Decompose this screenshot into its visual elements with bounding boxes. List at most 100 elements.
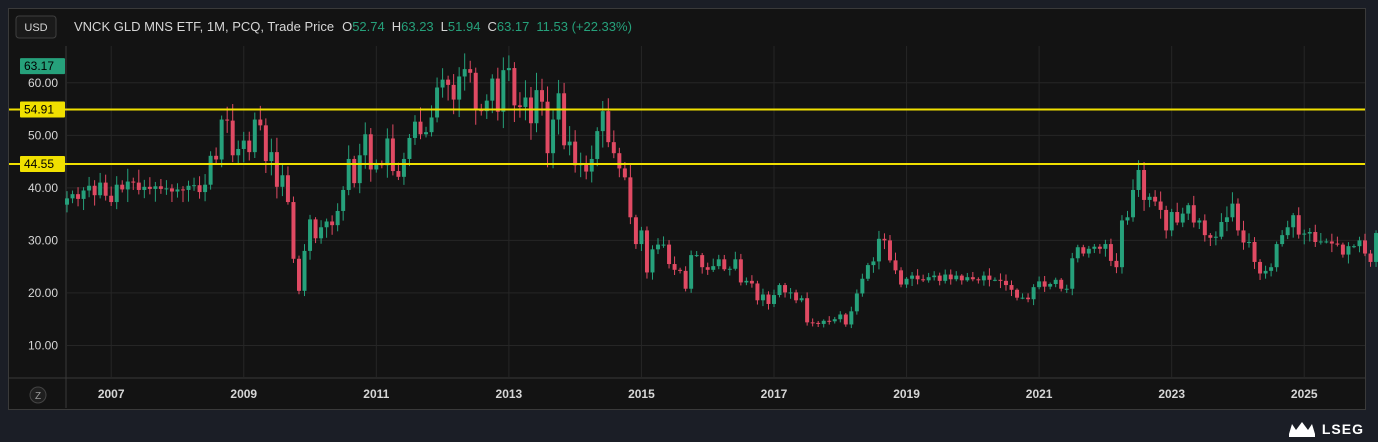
- candle-body: [744, 280, 749, 283]
- candle-body: [164, 188, 169, 190]
- candle-body: [219, 119, 224, 160]
- candle-body: [440, 79, 445, 88]
- candle-body: [871, 261, 876, 266]
- candle-body: [142, 186, 147, 190]
- candle-body: [992, 279, 997, 281]
- z-button-label[interactable]: Z: [35, 391, 41, 402]
- candle-body: [959, 275, 964, 281]
- instrument-label: VNCK GLD MNS ETF, 1M, PCQ, Trade Price: [74, 19, 334, 34]
- candle-body: [396, 171, 401, 177]
- candle-body: [932, 275, 937, 278]
- candles: [65, 53, 1378, 329]
- candle-body: [1164, 209, 1169, 231]
- candle-body: [1119, 220, 1124, 268]
- candle-body: [1346, 246, 1351, 255]
- candle-body: [783, 285, 788, 293]
- candle-body: [462, 69, 467, 77]
- x-tick-label: 2023: [1158, 387, 1185, 401]
- candle-body: [319, 227, 324, 239]
- candle-body: [1042, 281, 1047, 287]
- candle-body: [1230, 203, 1235, 218]
- candle-body: [551, 119, 556, 154]
- candle-body: [1103, 244, 1108, 249]
- candle-body: [1053, 279, 1058, 285]
- x-tick-label: 2011: [363, 387, 389, 401]
- candle-body: [1263, 270, 1268, 274]
- candle-body: [700, 255, 705, 268]
- candle-body: [617, 153, 622, 169]
- candle-body: [1351, 246, 1356, 248]
- candle-body: [865, 265, 870, 279]
- candle-body: [639, 230, 644, 245]
- candle-body: [882, 238, 887, 241]
- candle-body: [341, 189, 346, 211]
- close-label: C: [487, 19, 496, 34]
- candle-body: [1307, 231, 1312, 234]
- candle-body: [694, 255, 699, 257]
- candle-body: [1108, 244, 1113, 261]
- candle-body: [716, 259, 721, 267]
- candle-body: [1097, 246, 1102, 249]
- y-tick-label: 50.00: [28, 128, 58, 142]
- candle-body: [1059, 279, 1064, 289]
- x-tick-label: 2013: [496, 387, 523, 401]
- candle-body: [656, 244, 660, 250]
- candle-body: [1329, 241, 1334, 244]
- candle-body: [556, 93, 561, 120]
- candle-body: [788, 292, 793, 294]
- y-tick-label: 30.00: [28, 233, 58, 247]
- candle-body: [1302, 233, 1307, 235]
- candle-body: [1224, 217, 1229, 223]
- candle-body: [970, 277, 975, 280]
- candle-body: [738, 259, 743, 283]
- level-tag-bg: [20, 155, 65, 172]
- candle-body: [484, 100, 489, 112]
- candle-body: [926, 277, 931, 281]
- candle-body: [352, 158, 357, 184]
- low-label: L: [441, 19, 448, 34]
- currency-button[interactable]: [15, 15, 57, 39]
- candle-body: [1368, 253, 1373, 262]
- candle-body: [816, 322, 821, 324]
- candle-body: [241, 140, 246, 149]
- currency-button-label[interactable]: USD: [24, 22, 47, 34]
- candle-body: [125, 181, 130, 190]
- candle-body: [468, 69, 473, 73]
- candle-body: [821, 320, 826, 324]
- candle-body: [1075, 247, 1080, 259]
- candle-body: [650, 249, 655, 273]
- candle-body: [943, 274, 948, 281]
- y-axis-ticks: 10.00 20.00 30.00 40.00 50.00 60.00: [28, 76, 58, 353]
- candle-body: [1291, 215, 1296, 228]
- candle-body: [1158, 201, 1163, 210]
- candle-body: [1070, 258, 1075, 289]
- candle-body: [98, 182, 103, 196]
- candle-body: [153, 186, 158, 189]
- candle-body: [1208, 235, 1213, 238]
- candle-body: [197, 185, 202, 193]
- candle-body: [1009, 285, 1014, 290]
- candle-body: [799, 298, 804, 301]
- candle-body: [1374, 233, 1378, 262]
- horizontal-levels: [9, 108, 1365, 165]
- candle-body: [915, 275, 920, 280]
- candle-body: [169, 188, 174, 192]
- candle-body: [114, 184, 119, 203]
- candle-body: [1175, 212, 1180, 223]
- candle-body: [644, 230, 649, 273]
- candle-body: [1241, 230, 1246, 243]
- candle-body: [1081, 247, 1086, 254]
- lseg-logo: LSEG: [1287, 418, 1364, 440]
- level-tag: 54.91: [24, 103, 54, 117]
- z-button[interactable]: [29, 386, 47, 404]
- candle-body: [451, 84, 456, 100]
- candle-body: [727, 268, 732, 270]
- candle-body: [683, 270, 688, 289]
- candle-body: [236, 148, 241, 156]
- ohlc-legend: VNCK GLD MNS ETF, 1M, PCQ, Trade Price O5…: [74, 19, 632, 34]
- candle-body: [136, 182, 141, 190]
- candle-body: [689, 255, 694, 289]
- candle-body: [1026, 297, 1031, 300]
- candle-body: [622, 168, 627, 178]
